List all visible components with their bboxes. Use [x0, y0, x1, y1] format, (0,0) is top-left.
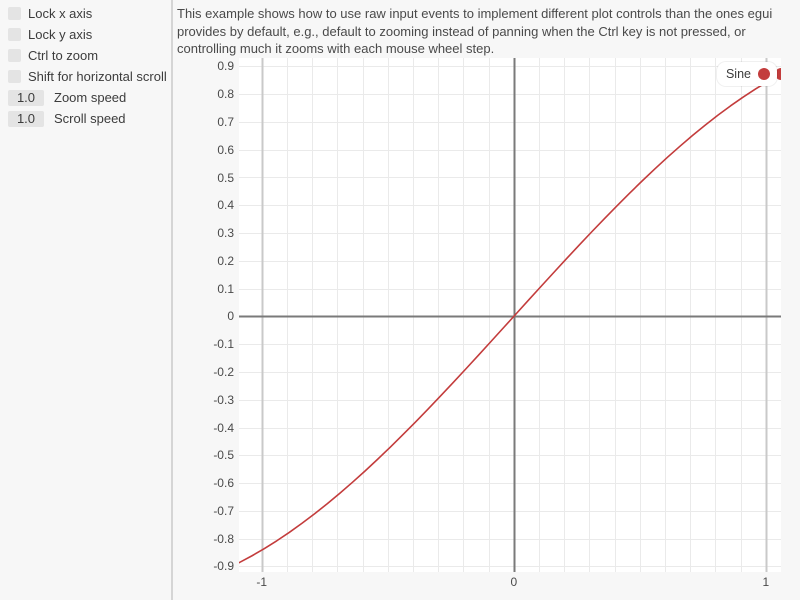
- drag-row-scroll-speed[interactable]: 1.0 Scroll speed: [8, 108, 171, 129]
- y-tick-label: -0.9: [213, 559, 234, 574]
- checkbox-row-shift-for-horizontal-scroll[interactable]: Shift for horizontal scroll: [8, 66, 171, 87]
- checkbox-shift-for-horizontal-scroll-icon[interactable]: [8, 70, 21, 83]
- x-tick-label: 1: [762, 575, 770, 589]
- checkbox-ctrl-to-zoom-icon[interactable]: [8, 49, 21, 62]
- y-tick-label: -0.4: [213, 420, 234, 435]
- y-tick-label: -0.7: [213, 503, 234, 518]
- legend-entry-sine-swatch[interactable]: [758, 68, 770, 80]
- y-tick-label: 0.6: [217, 142, 234, 157]
- y-tick-label: 0.9: [217, 59, 234, 74]
- y-tick-label: 0.8: [217, 87, 234, 102]
- y-tick-label: 0.1: [217, 281, 234, 296]
- checkbox-row-lock-y-axis[interactable]: Lock y axis: [8, 24, 171, 45]
- y-axis-tick-labels: 0.9 0.8 0.7 0.6 0.5 0.4 0.3 0.2 0.1 0 -0.1 -0.2 -0.3…: [177, 58, 234, 572]
- y-tick-label: 0.2: [217, 253, 234, 268]
- sidebar-separator: [171, 0, 173, 600]
- x-tick-label: -1: [256, 575, 268, 589]
- controls-sidebar: Lock x axis Lock y axis Ctrl to zoom Shi…: [0, 0, 171, 600]
- legend-entry-sine-label: Sine: [725, 66, 751, 81]
- plot-canvas[interactable]: Sine: [239, 58, 781, 572]
- checkbox-row-lock-x-axis[interactable]: Lock x axis: [8, 3, 171, 24]
- zoom-speed-drag-value[interactable]: 1.0: [8, 89, 44, 106]
- checkbox-lock-x-axis-icon[interactable]: [8, 7, 21, 20]
- scroll-speed-drag-value[interactable]: 1.0: [8, 110, 44, 127]
- y-tick-label: -0.2: [213, 365, 234, 379]
- plot-widget[interactable]: 0.9 0.8 0.7 0.6 0.5 0.4 0.3 0.2 0.1 0 -0.1 -0.2 -0.3…: [177, 58, 797, 596]
- y-tick-label: 0.5: [217, 170, 234, 185]
- drag-row-zoom-speed[interactable]: 1.0 Zoom speed: [8, 87, 171, 108]
- plot-legend[interactable]: Sine: [716, 62, 777, 86]
- checkbox-lock-y-axis-icon[interactable]: [8, 28, 21, 41]
- y-tick-label: -0.5: [213, 448, 234, 463]
- y-tick-label: -0.6: [213, 476, 234, 491]
- y-tick-label: 0: [227, 309, 234, 324]
- y-tick-label: 0.7: [217, 114, 234, 129]
- checkbox-lock-x-axis-label: Lock x axis: [28, 6, 93, 21]
- checkbox-lock-y-axis-label: Lock y axis: [28, 27, 93, 42]
- zoom-speed-label: Zoom speed: [54, 90, 127, 105]
- y-tick-label: 0.3: [217, 226, 234, 240]
- y-tick-label: -0.3: [213, 392, 234, 407]
- y-tick-label: -0.1: [213, 337, 234, 352]
- y-tick-label: 0.4: [217, 198, 234, 213]
- checkbox-ctrl-to-zoom-label: Ctrl to zoom: [28, 48, 99, 63]
- scroll-speed-label: Scroll speed: [54, 111, 126, 126]
- plot-svg: [239, 58, 781, 572]
- y-tick-label: -0.8: [213, 531, 234, 546]
- checkbox-row-ctrl-to-zoom[interactable]: Ctrl to zoom: [8, 45, 171, 66]
- checkbox-shift-for-horizontal-scroll-label: Shift for horizontal scroll: [28, 69, 167, 84]
- description-text: This example shows how to use raw input …: [177, 6, 773, 57]
- x-axis-tick-labels: -1 0 1: [239, 576, 781, 596]
- x-tick-label: 0: [510, 575, 518, 589]
